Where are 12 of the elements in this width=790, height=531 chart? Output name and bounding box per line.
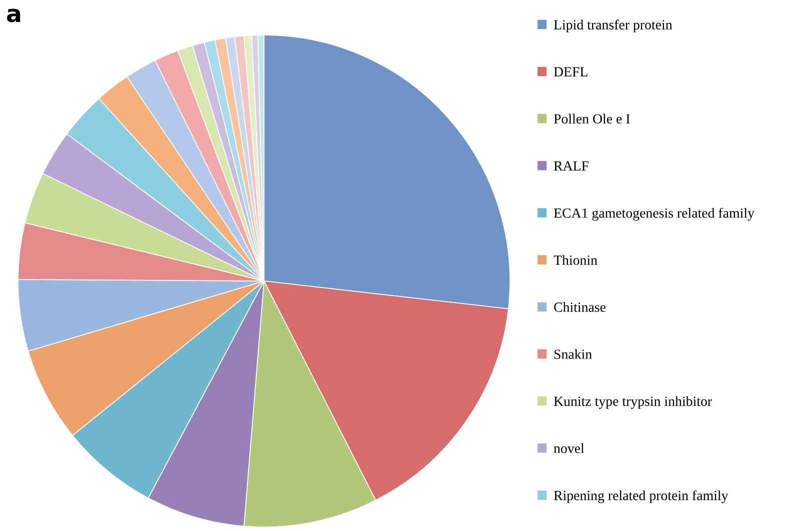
legend-label: Pollen Ole e I <box>554 114 630 124</box>
legend-label: Thionin <box>554 255 598 265</box>
legend-label: ECA1 gametogenesis related family <box>554 208 754 221</box>
legend-label: DEFL <box>554 67 588 76</box>
legend-label: Lipid transfer protein <box>554 20 672 32</box>
legend-label: Ripening related protein family <box>554 490 728 504</box>
legend-label: Chitinase <box>554 302 606 312</box>
legend-label: RALF <box>554 161 589 170</box>
legend-label: Snakin <box>554 349 592 359</box>
legend-label: Kunitz type trypsin inhibitor <box>554 396 712 409</box>
chart-title: a <box>7 8 20 22</box>
legend-label: novel <box>554 443 584 454</box>
